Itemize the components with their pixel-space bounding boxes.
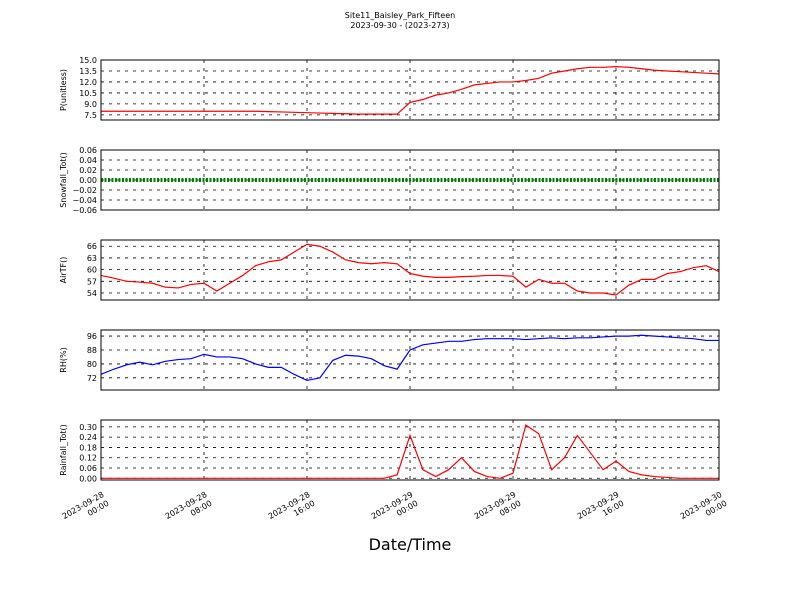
data-line <box>101 65 720 115</box>
x-tick: 2023-09-2808:00 <box>164 490 214 530</box>
data-line <box>100 334 719 382</box>
y-tick-label: 60 <box>87 266 97 275</box>
y-tick-label: 88 <box>87 346 97 355</box>
y-tick-label: 0.00 <box>79 474 97 483</box>
x-tick: 2023-09-2800:00 <box>61 490 111 530</box>
y-tick-label: 63 <box>87 254 97 263</box>
x-tick-label: 2023-09-2816:00 <box>267 490 317 530</box>
y-tick-label: 0.18 <box>79 443 97 452</box>
x-tick: 2023-09-3000:00 <box>679 490 729 530</box>
y-tick-label: 12.0 <box>79 78 97 87</box>
chart-title: Site11_Baisley_Park_Fifteen <box>345 11 455 20</box>
x-tick-label: 2023-09-2908:00 <box>473 490 523 530</box>
y-tick-label: 57 <box>87 277 97 286</box>
x-axis-label: Date/Time <box>369 535 452 554</box>
x-tick: 2023-09-2900:00 <box>370 490 420 530</box>
y-axis-label: Rainfall_Tot() <box>59 424 68 476</box>
y-tick-label: 0.24 <box>79 433 97 442</box>
y-axis-label: P(unitless) <box>59 69 68 111</box>
data-line <box>101 424 719 479</box>
x-tick-label: 2023-09-2916:00 <box>576 490 626 530</box>
plot-frame <box>100 149 720 211</box>
y-tick-label: 15.0 <box>79 56 97 65</box>
plot-frame <box>100 239 720 301</box>
plot-frame <box>100 59 720 121</box>
y-tick-label: −0.04 <box>72 196 97 205</box>
y-tick-label: 10.5 <box>79 89 97 98</box>
y-tick-label: 0.04 <box>79 156 97 165</box>
y-tick-label: 96 <box>87 332 97 341</box>
y-tick-label: 0.02 <box>79 166 97 175</box>
y-tick-label: −0.06 <box>72 206 97 215</box>
x-tick-label: 2023-09-2800:00 <box>61 490 111 530</box>
plot-frame <box>100 419 720 481</box>
y-tick-label: 0.12 <box>79 454 97 463</box>
y-tick-label: 9.0 <box>84 100 97 109</box>
plot-frame <box>100 329 720 391</box>
y-tick-label: 0.06 <box>79 146 97 155</box>
y-tick-label: 80 <box>87 360 97 369</box>
y-tick-label: 7.5 <box>84 111 97 120</box>
chart-subtitle: 2023-09-30 - (2023-273) <box>350 21 449 30</box>
data-line <box>100 243 720 296</box>
y-tick-label: 0.00 <box>79 176 97 185</box>
y-tick-label: 0.30 <box>79 423 97 432</box>
y-tick-label: 54 <box>87 289 97 298</box>
x-tick: 2023-09-2916:00 <box>576 490 626 530</box>
y-tick-label: 72 <box>87 374 97 383</box>
x-tick-label: 2023-09-2900:00 <box>370 490 420 530</box>
y-tick-label: 13.5 <box>79 67 97 76</box>
x-tick-label: 2023-09-2808:00 <box>164 490 214 530</box>
x-tick: 2023-09-2908:00 <box>473 490 523 530</box>
y-axis-label: Snowfall_Tot() <box>59 152 68 208</box>
x-tick: 2023-09-2816:00 <box>267 490 317 530</box>
x-tick-label: 2023-09-3000:00 <box>679 490 729 530</box>
y-axis-label: RH(%) <box>59 347 68 372</box>
y-tick-label: 66 <box>87 242 97 251</box>
y-tick-label: 0.06 <box>79 464 97 473</box>
y-axis-label: AirTF() <box>59 257 68 284</box>
y-tick-label: −0.02 <box>72 186 97 195</box>
